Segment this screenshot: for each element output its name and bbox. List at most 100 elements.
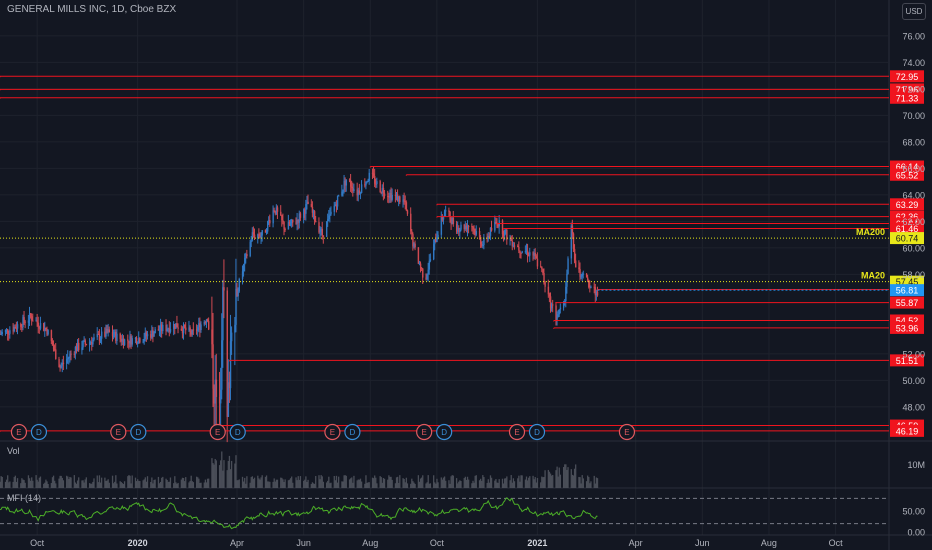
candle-body (495, 221, 497, 223)
candle-body (204, 321, 207, 323)
volume-bar (159, 481, 162, 488)
volume-bar (265, 475, 268, 488)
volume-bar (458, 481, 460, 488)
candle-body (482, 244, 484, 246)
volume-bar (22, 479, 24, 488)
volume-bar (380, 477, 382, 488)
volume-bar (581, 475, 583, 488)
candle-body (244, 258, 246, 265)
volume-bar (214, 458, 216, 488)
candle-body (549, 296, 552, 309)
candle-body (542, 268, 544, 274)
volume-bar (578, 476, 580, 488)
volume-bar (487, 479, 489, 488)
candle-body (372, 173, 375, 177)
volume-bar (250, 477, 252, 488)
earnings-marker-label: E (116, 428, 121, 437)
volume-bar (51, 477, 54, 488)
volume-bar (134, 477, 137, 488)
volume-bars (0, 451, 599, 488)
candle-body (46, 329, 48, 335)
candle-body (330, 211, 332, 215)
volume-bar (1, 476, 3, 488)
volume-bar (43, 483, 45, 488)
volume-bar (452, 475, 454, 488)
volume-bar (359, 478, 362, 488)
candle-body (474, 229, 476, 235)
candle-body (214, 379, 216, 404)
volume-bar (107, 479, 109, 488)
candle-body (166, 328, 168, 332)
candle-body (142, 341, 144, 343)
candle-body (282, 220, 284, 222)
sr-price-label: 61.46 (896, 224, 919, 234)
volume-bar (66, 475, 68, 488)
volume-bar (353, 475, 355, 488)
candle-body (390, 193, 392, 200)
volume-bar (298, 479, 300, 488)
volume-bar (111, 475, 114, 488)
candle-body (524, 251, 527, 253)
candle-body (440, 216, 443, 235)
volume-bar (502, 483, 505, 488)
volume-bar (67, 476, 69, 488)
candle-body (182, 324, 185, 334)
candle-body (198, 323, 200, 328)
volume-bar (35, 475, 37, 488)
volume-bar (174, 476, 176, 488)
candle-body (402, 199, 404, 203)
volume-bar (16, 478, 19, 488)
volume-bar (510, 475, 512, 488)
candle-body (519, 250, 521, 253)
volume-bar (62, 480, 65, 488)
ma-price-label: 57.45 (896, 277, 919, 287)
candle-body (200, 324, 202, 331)
candle-body (380, 192, 382, 194)
candle-body (575, 260, 577, 268)
volume-bar (272, 481, 274, 488)
volume-bar (246, 476, 248, 488)
volume-bar (116, 483, 118, 488)
volume-bar (245, 483, 247, 488)
volume-bar (104, 477, 106, 488)
volume-bar (29, 480, 32, 488)
time-tick-label: Jun (695, 538, 710, 548)
candle-body (426, 274, 428, 280)
candle-body (205, 319, 208, 323)
volume-bar (566, 469, 568, 488)
ma-name-label: MA200 (856, 227, 885, 237)
candle-body (310, 204, 313, 207)
candle-body (69, 353, 71, 358)
candle-body (90, 342, 92, 344)
candle-body (264, 230, 267, 233)
volume-bar (336, 482, 339, 488)
candle-body (513, 245, 516, 247)
volume-bar (422, 475, 424, 488)
volume-bar (74, 482, 77, 488)
candle-body (288, 221, 291, 225)
time-tick-label: 2020 (128, 538, 148, 548)
earnings-marker-label: E (16, 428, 21, 437)
volume-bar (348, 479, 351, 488)
candle-body (83, 340, 85, 342)
volume-bar (536, 478, 539, 488)
volume-bar (69, 476, 71, 488)
volume-bar (112, 483, 115, 488)
sr-price-label: 65.52 (896, 170, 919, 180)
volume-bar (368, 482, 370, 488)
candle-body (334, 204, 337, 206)
volume-bar (557, 476, 559, 488)
currency-button[interactable]: USD (902, 3, 926, 20)
volume-bar (563, 467, 565, 488)
volume-bar (236, 480, 238, 488)
volume-bar (473, 482, 475, 488)
volume-bar (313, 483, 316, 488)
volume-bar (162, 476, 164, 488)
volume-bar (199, 482, 201, 488)
candle-body (399, 196, 401, 203)
candle-body (1, 332, 3, 335)
candle-body (13, 326, 15, 332)
candle-body (100, 331, 103, 339)
candle-body (555, 305, 557, 320)
